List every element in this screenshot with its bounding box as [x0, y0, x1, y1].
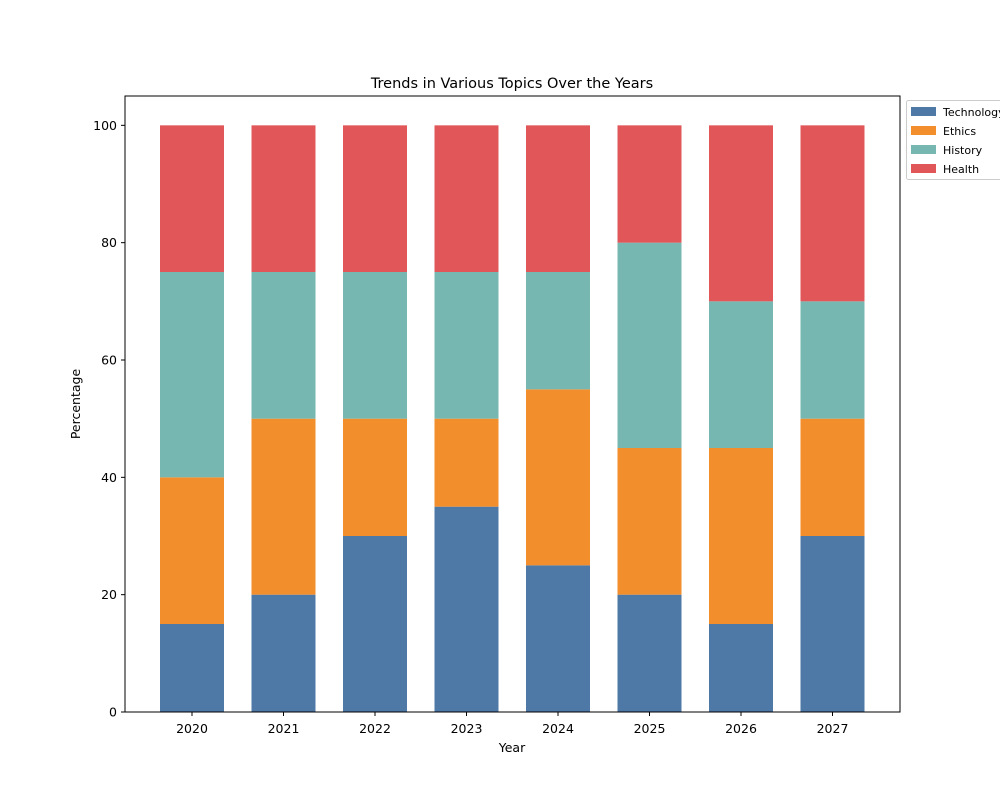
y-tick-label: 100 [93, 118, 117, 133]
y-tick-label: 0 [109, 705, 117, 720]
legend-swatch-history [911, 145, 936, 154]
bar-history-2026 [709, 301, 773, 448]
bar-health-2021 [251, 125, 316, 272]
bar-ethics-2023 [434, 418, 499, 507]
y-tick-label: 40 [101, 470, 117, 485]
y-tick-label: 80 [101, 235, 117, 250]
legend-swatch-health [911, 164, 936, 173]
bar-history-2024 [526, 272, 590, 390]
bar-technology-2027 [800, 536, 865, 712]
x-tick-label: 2024 [542, 721, 574, 736]
bar-health-2022 [343, 125, 407, 272]
bar-history-2021 [251, 272, 316, 419]
x-tick-label: 2022 [359, 721, 391, 736]
y-axis-label: Percentage [68, 369, 83, 440]
bar-ethics-2020 [160, 477, 224, 624]
x-tick-label: 2023 [451, 721, 483, 736]
x-tick-label: 2025 [634, 721, 666, 736]
bar-health-2026 [709, 125, 773, 302]
bar-history-2020 [160, 272, 224, 478]
x-tick-label: 2021 [268, 721, 300, 736]
bars-group [160, 125, 865, 712]
bar-ethics-2024 [526, 389, 590, 566]
bar-health-2025 [617, 125, 682, 243]
bar-technology-2024 [526, 565, 590, 712]
legend-label-history: History [943, 144, 983, 157]
bar-technology-2026 [709, 624, 773, 712]
legend-label-technology: Technology [942, 106, 1000, 119]
bar-ethics-2022 [343, 418, 407, 536]
bar-ethics-2025 [617, 448, 682, 595]
bar-history-2027 [800, 301, 865, 419]
bar-history-2025 [617, 242, 682, 448]
bar-health-2024 [526, 125, 590, 272]
bar-health-2027 [800, 125, 865, 302]
x-tick-label: 2020 [176, 721, 208, 736]
bar-health-2023 [434, 125, 499, 272]
bar-technology-2025 [617, 594, 682, 712]
y-axis: 0 20 40 60 80 100 [93, 118, 125, 720]
legend-label-health: Health [943, 163, 979, 176]
bar-technology-2023 [434, 506, 499, 712]
bar-technology-2021 [251, 594, 316, 712]
bar-ethics-2027 [800, 418, 865, 536]
bar-technology-2022 [343, 536, 407, 712]
legend-swatch-ethics [911, 126, 936, 135]
legend: Technology Ethics History Health [906, 100, 1000, 180]
x-tick-label: 2026 [725, 721, 757, 736]
legend-label-ethics: Ethics [943, 125, 976, 138]
y-tick-label: 60 [101, 353, 117, 368]
legend-swatch-technology [911, 107, 936, 116]
bar-health-2020 [160, 125, 224, 272]
chart-title: Trends in Various Topics Over the Years [370, 76, 653, 92]
bar-ethics-2026 [709, 448, 773, 624]
bar-ethics-2021 [251, 418, 316, 595]
x-tick-label: 2027 [817, 721, 849, 736]
x-axis: 2020 2021 2022 2023 2024 2025 2026 2027 [176, 712, 848, 736]
legend-box [906, 100, 1000, 180]
x-axis-label: Year [498, 740, 526, 755]
plot-frame [124, 95, 901, 713]
bar-technology-2020 [160, 624, 224, 712]
y-tick-label: 20 [101, 587, 117, 602]
bar-history-2023 [434, 272, 499, 419]
bar-history-2022 [343, 272, 407, 419]
